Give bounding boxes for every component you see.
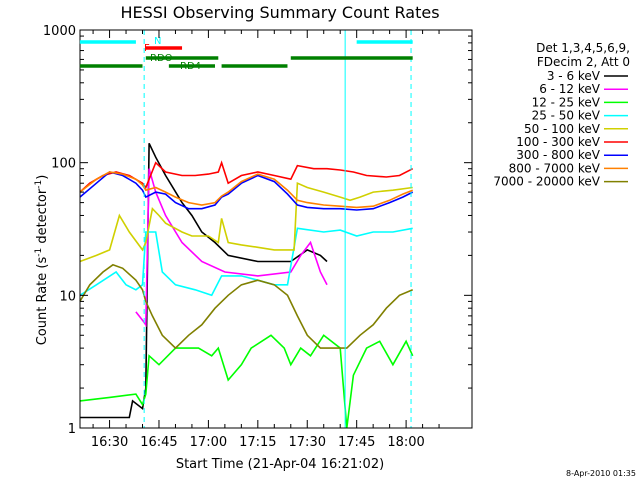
series-line-4 xyxy=(79,227,413,297)
y-axis-label: Count Rate (s-1 detector-1) xyxy=(34,175,50,346)
legend-header-line-2: FDecim 2, Att 0 xyxy=(537,55,630,69)
x-tick-label-2: 16:45 xyxy=(140,435,177,450)
x-tick-label-6: 17:45 xyxy=(338,435,375,450)
flag-label-rdo: RDO xyxy=(150,53,173,64)
series-line-9 xyxy=(79,263,414,350)
series-line-3 xyxy=(79,334,414,429)
flag-label-n: N xyxy=(154,36,161,47)
legend-label-1: 3 - 6 keV xyxy=(547,69,601,83)
x-tick-label-4: 17:15 xyxy=(239,435,276,450)
footer-date: 8-Apr-2010 01:35 xyxy=(566,469,636,478)
legend-label-4: 25 - 50 keV xyxy=(532,109,601,123)
series-line-2 xyxy=(135,168,328,328)
series-line-1 xyxy=(79,142,328,419)
legend-label-9: 7000 - 20000 keV xyxy=(493,175,600,189)
legend-label-6: 100 - 300 keV xyxy=(516,135,600,149)
y-tick-label-4: 1000 xyxy=(43,24,76,39)
x-tick-label-5: 17:30 xyxy=(289,435,326,450)
legend-label-2: 6 - 12 keV xyxy=(539,82,601,96)
flag-label-rd4: RD4 xyxy=(180,61,201,72)
y-tick-label-3: 100 xyxy=(51,157,76,172)
legend-label-5: 50 - 100 keV xyxy=(524,122,601,136)
y-tick-label-2: 10 xyxy=(59,289,76,304)
legend: Det 1,3,4,5,6,9, FDecim 2, Att 0 3 - 6 k… xyxy=(493,41,630,189)
series-line-7 xyxy=(79,171,414,211)
legend-label-8: 800 - 7000 keV xyxy=(509,161,601,175)
series-line-8 xyxy=(79,171,413,209)
x-tick-label-3: 17:00 xyxy=(190,435,227,450)
x-tick-label-1: 16:30 xyxy=(91,435,128,450)
flag-label-f: F xyxy=(144,43,150,54)
y-tick-label-1: 1 xyxy=(68,422,76,437)
legend-header-line-1: Det 1,3,4,5,6,9, xyxy=(536,41,630,55)
plot-frame xyxy=(79,29,473,429)
x-tick-label-7: 18:00 xyxy=(387,435,424,450)
legend-label-7: 300 - 800 keV xyxy=(516,148,600,162)
plot-area: 1 10 100 1000 16:30 16:45 17:00 17:15 17:30 17:45… xyxy=(43,24,473,450)
x-axis-label: Start Time (21-Apr-04 16:21:02) xyxy=(176,457,384,472)
chart-title: HESSI Observing Summary Count Rates xyxy=(120,3,439,22)
series-line-5 xyxy=(79,182,413,263)
legend-label-3: 12 - 25 keV xyxy=(532,95,601,109)
